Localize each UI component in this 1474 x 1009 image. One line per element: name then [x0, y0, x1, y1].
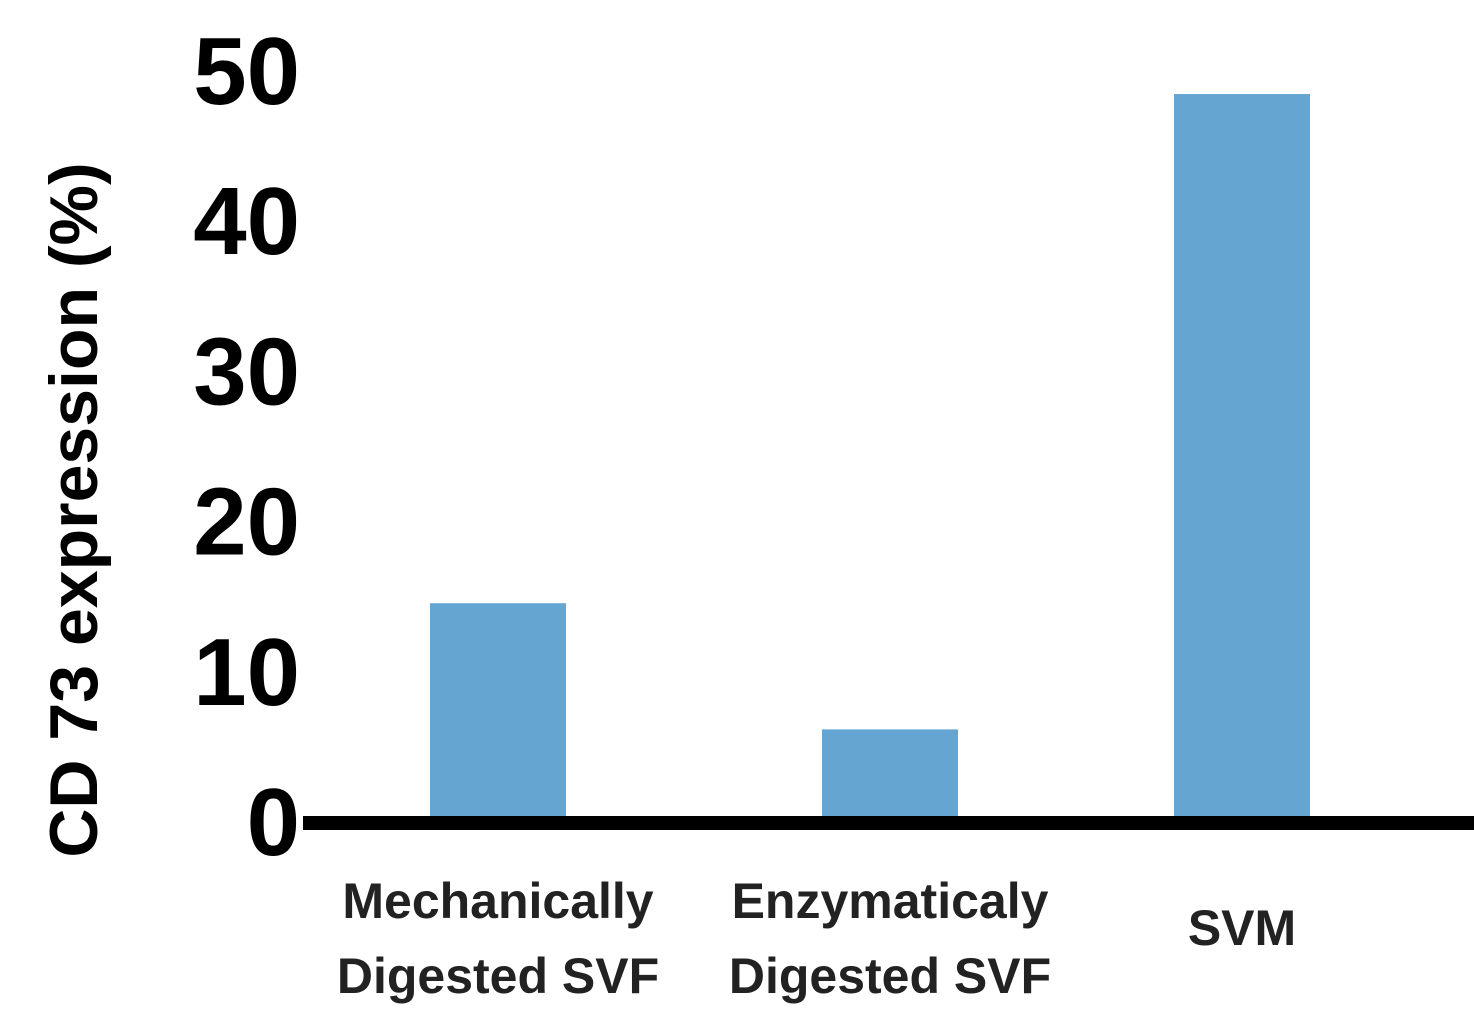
y-tick-label-5: 50 — [193, 18, 300, 125]
bar-1 — [822, 729, 958, 821]
bar-2 — [1174, 94, 1310, 822]
bars-group — [430, 94, 1310, 822]
y-tick-label-0: 0 — [247, 769, 300, 876]
bar-0 — [430, 603, 566, 821]
x-tick-label-1: Enzymaticaly Digested SVF — [729, 873, 1051, 1004]
x-tick-label-0: Mechanically Digested SVF — [337, 873, 659, 1004]
y-tick-label-4: 40 — [193, 168, 300, 275]
y-axis-label: CD 73 expression (%) — [36, 162, 112, 857]
y-tick-label-1: 10 — [193, 619, 300, 726]
y-tick-label-2: 20 — [193, 469, 300, 576]
x-tick-label-2: SVM — [1188, 900, 1296, 956]
y-tick-label-3: 30 — [193, 318, 300, 425]
x-tick-labels: Mechanically Digested SVF Enzymaticaly Dige… — [337, 873, 1296, 1004]
y-tick-labels: 0 10 20 30 40 50 — [193, 18, 300, 876]
